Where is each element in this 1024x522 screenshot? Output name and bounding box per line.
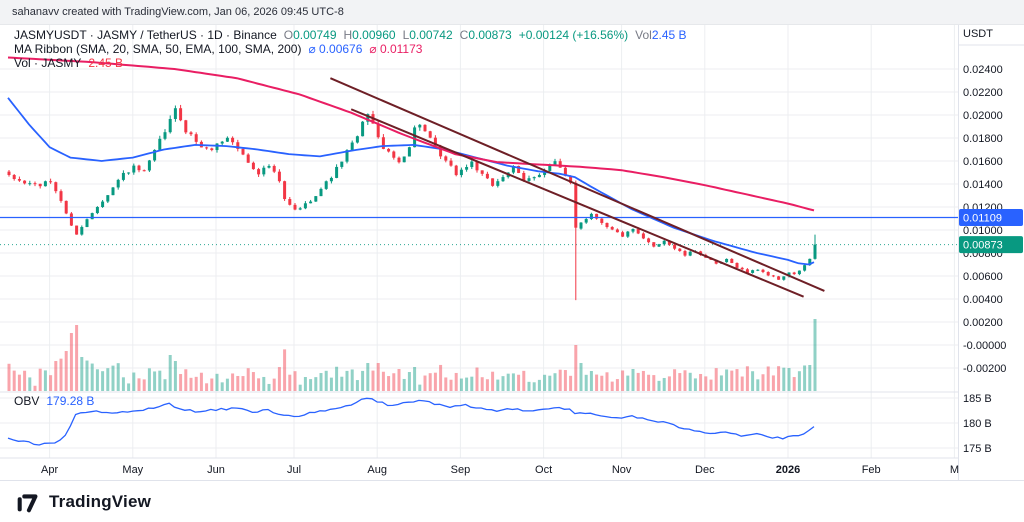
svg-text:0.01600: 0.01600 (963, 156, 1003, 168)
header-volume-value: Vol2.45 B (635, 28, 687, 42)
grid-lines (0, 25, 958, 458)
svg-text:Jun: Jun (207, 464, 225, 476)
ma-ribbon-avg-blue: ⌀ 0.00676 (308, 42, 363, 56)
tradingview-logo-icon[interactable] (16, 490, 40, 514)
svg-text:0.02400: 0.02400 (963, 64, 1003, 76)
footer: TradingView (0, 481, 1024, 522)
svg-text:185 B: 185 B (963, 393, 992, 405)
svg-text:Dec: Dec (695, 464, 715, 476)
volume-legend-row: Vol · JASMY 2.45 B (14, 56, 123, 70)
trendline-lower[interactable] (350, 108, 804, 298)
svg-text:Aug: Aug (367, 464, 387, 476)
ma-ribbon-legend-row: MA Ribbon (SMA, 20, SMA, 50, EMA, 100, S… (14, 42, 422, 56)
obv-legend-row: OBV 179.28 B (14, 394, 94, 408)
ma-ribbon-blue-line (7, 97, 815, 266)
obv-line (7, 397, 815, 446)
svg-text:0.01109: 0.01109 (963, 212, 1002, 224)
chart-canvas[interactable]: USDT 0.02400 0.02200 0.02000 0.01800 0.01600 0… (0, 25, 1024, 480)
price-axis-unit: USDT (963, 28, 993, 40)
tradingview-wordmark[interactable]: TradingView (49, 492, 152, 511)
svg-text:Oct: Oct (535, 464, 552, 476)
volume-indicator-value: 2.45 B (88, 56, 124, 70)
ma-ribbon-title[interactable]: MA Ribbon (SMA, 20, SMA, 50, EMA, 100, S… (14, 42, 302, 56)
ma-200-line (7, 56, 815, 212)
svg-text:0.00600: 0.00600 (963, 271, 1003, 283)
svg-text:Feb: Feb (862, 464, 881, 476)
svg-text:Jul: Jul (287, 464, 301, 476)
obv-indicator-title[interactable]: OBV (14, 394, 40, 408)
svg-text:Apr: Apr (41, 464, 58, 476)
svg-text:2026: 2026 (776, 464, 800, 476)
attribution-bar: sahanavv created with TradingView.com, J… (0, 0, 1024, 25)
svg-text:175 B: 175 B (963, 443, 992, 455)
trendline-upper[interactable] (330, 77, 825, 292)
svg-text:0.00200: 0.00200 (963, 317, 1003, 329)
high-value: H0.00960 (343, 28, 396, 42)
svg-text:0.02000: 0.02000 (963, 110, 1003, 122)
symbol-title[interactable]: JASMYUSDT · JASMY / TetherUS · 1D · Bina… (14, 28, 277, 42)
volume-series (7, 319, 817, 391)
low-value: L0.00742 (402, 28, 453, 42)
svg-text:180 B: 180 B (963, 418, 992, 430)
svg-text:-0.00000: -0.00000 (963, 340, 1006, 352)
volume-indicator-title[interactable]: Vol · JASMY (14, 56, 82, 70)
svg-text:May: May (122, 464, 143, 476)
svg-text:0.00400: 0.00400 (963, 294, 1003, 306)
svg-text:0.01800: 0.01800 (963, 133, 1003, 145)
svg-text:M: M (950, 464, 959, 476)
svg-text:-0.00200: -0.00200 (963, 363, 1006, 375)
change-value: +0.00124 (+16.56%) (518, 28, 629, 42)
svg-text:0.01000: 0.01000 (963, 225, 1003, 237)
close-value: C0.00873 (459, 28, 512, 42)
chart-area: USDT 0.02400 0.02200 0.02000 0.01800 0.01600 0… (0, 25, 1024, 481)
svg-text:0.02200: 0.02200 (963, 87, 1003, 99)
price-badge-0.00873 (959, 236, 1023, 254)
price-badge-0.01109 (959, 208, 1023, 226)
obv-indicator-value: 179.28 B (46, 394, 95, 408)
svg-text:Nov: Nov (612, 464, 632, 476)
time-axis[interactable]: Apr May Jun Jul Aug Sep Oct Nov Dec 2026 Feb M (41, 464, 959, 476)
ma-ribbon-avg-pink: ⌀ 0.01173 (369, 42, 423, 56)
svg-text:0.00873: 0.00873 (963, 240, 1003, 252)
symbol-legend-row: JASMYUSDT · JASMY / TetherUS · 1D · Bina… (14, 28, 687, 42)
svg-text:0.01400: 0.01400 (963, 179, 1003, 191)
open-value: O0.00749 (283, 28, 337, 42)
attribution-text: sahanavv created with TradingView.com, J… (12, 6, 344, 18)
price-axis[interactable]: USDT 0.02400 0.02200 0.02000 0.01800 0.01600 0… (958, 28, 1024, 455)
svg-text:Sep: Sep (451, 464, 471, 476)
